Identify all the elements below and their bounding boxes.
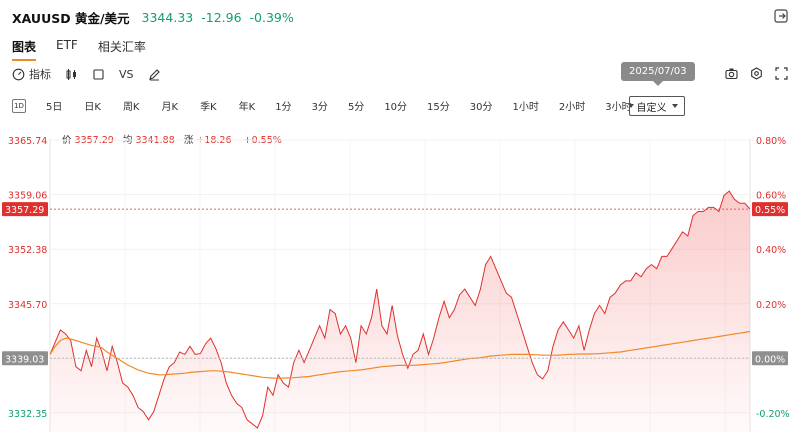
symbol-name: XAUUSD 黄金/美元 — [12, 11, 130, 26]
y-left-tick: 3352.38 — [8, 245, 47, 256]
main-tabs: 图表 ETF 相关汇率 — [12, 38, 146, 61]
prev-close-badge: 3339.03 — [5, 354, 44, 365]
date-tooltip: 2025/07/03 — [621, 62, 695, 86]
tab-chart[interactable]: 图表 — [12, 38, 37, 61]
camera-icon[interactable] — [725, 67, 738, 80]
fullscreen-icon[interactable] — [775, 67, 788, 80]
period-8[interactable]: 3分 — [311, 102, 328, 113]
period-13[interactable]: 1小时 — [512, 102, 539, 113]
period-6[interactable]: 年K — [238, 102, 256, 113]
y-right-tick: -0.20% — [756, 409, 790, 420]
custom-period-dropdown[interactable]: 自定义 — [629, 96, 685, 116]
last-price-badge: 3357.29 — [5, 205, 44, 216]
y-right-tick: 0.80% — [756, 136, 786, 147]
y-right-tick: 0.20% — [756, 300, 786, 311]
price-line — [49, 190, 751, 429]
indicator-button[interactable]: 指标 — [12, 66, 51, 82]
price-area-fill — [50, 191, 750, 432]
chevron-down-icon[interactable] — [627, 103, 634, 108]
settings-icon[interactable] — [750, 67, 763, 80]
y-left-tick: 3332.35 — [8, 409, 47, 420]
period-7[interactable]: 1分 — [275, 102, 292, 113]
indicator-label: 指标 — [29, 68, 51, 81]
average-line — [49, 330, 751, 379]
gauge-icon — [12, 68, 25, 80]
prev-close-badge-bg — [2, 351, 48, 366]
chart-toolbar: 指标 VS — [12, 66, 161, 82]
y-left-tick: 3359.06 — [8, 191, 47, 202]
period-1[interactable]: 5日 — [46, 102, 63, 113]
period-9[interactable]: 5分 — [347, 102, 365, 113]
y-left-tick: 3365.74 — [8, 136, 47, 147]
period-selector: 1D 5日 日K 周K 月K 季K 年K 1分 3分 5分 10分 15分 30分 1小时 2小时 3小时 — [12, 98, 634, 113]
period-5[interactable]: 季K — [200, 102, 217, 113]
y-left-tick: 3345.70 — [8, 300, 47, 311]
price-change-pct: -0.39% — [249, 10, 294, 25]
period-14[interactable]: 2小时 — [558, 102, 586, 113]
period-12[interactable]: 30分 — [469, 102, 493, 113]
period-4[interactable]: 月K — [161, 102, 179, 113]
candlestick-icon[interactable] — [65, 68, 78, 81]
prev-close-pct-badge-bg — [752, 351, 788, 366]
tab-etf[interactable]: ETF — [56, 38, 78, 52]
chevron-down-icon — [671, 104, 678, 108]
custom-period-label: 自定义 — [636, 102, 667, 114]
prev-close-pct-badge: 0.00% — [755, 354, 785, 365]
period-2[interactable]: 日K — [84, 102, 101, 113]
last-price-badge-bg — [2, 202, 48, 217]
day-range-icon[interactable]: 1D — [12, 98, 26, 113]
period-10[interactable]: 10分 — [384, 102, 408, 113]
y-right-tick: 0.40% — [756, 245, 786, 256]
vs-button[interactable]: VS — [119, 67, 134, 81]
right-toolbar — [725, 67, 788, 80]
quote-header: XAUUSD 黄金/美元 3344.33 -12.96 -0.39% — [12, 8, 294, 27]
tab-related-rates[interactable]: 相关汇率 — [97, 40, 146, 54]
period-11[interactable]: 15分 — [427, 102, 450, 113]
price-change: -12.96 — [201, 10, 242, 25]
pen-icon[interactable] — [148, 68, 161, 81]
last-price: 3344.33 — [141, 10, 194, 25]
last-pct-badge: 0.55% — [755, 205, 785, 216]
period-3[interactable]: 周K — [122, 102, 140, 113]
square-icon[interactable] — [92, 68, 105, 81]
y-right-tick: 0.60% — [756, 191, 786, 202]
period-15[interactable]: 3小时 — [605, 102, 632, 113]
exit-icon[interactable] — [774, 9, 788, 23]
last-pct-badge-bg — [752, 202, 788, 217]
